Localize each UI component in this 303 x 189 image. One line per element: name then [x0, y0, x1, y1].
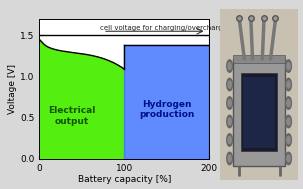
Circle shape: [228, 155, 231, 162]
Text: cell voltage for charging/overcharging: cell voltage for charging/overcharging: [101, 25, 234, 31]
Circle shape: [287, 99, 290, 107]
Bar: [241, 73, 277, 151]
Circle shape: [227, 152, 232, 165]
Circle shape: [228, 136, 231, 143]
Text: Electrical
output: Electrical output: [48, 106, 95, 126]
Bar: [243, 77, 275, 148]
Circle shape: [287, 63, 290, 70]
FancyBboxPatch shape: [233, 59, 285, 166]
Circle shape: [228, 99, 231, 107]
X-axis label: Battery capacity [%]: Battery capacity [%]: [78, 175, 171, 184]
Circle shape: [287, 155, 290, 162]
Circle shape: [287, 136, 290, 143]
Circle shape: [228, 63, 231, 70]
Circle shape: [227, 60, 232, 72]
Circle shape: [227, 115, 232, 128]
Circle shape: [287, 118, 290, 125]
Circle shape: [228, 81, 231, 88]
Circle shape: [286, 78, 291, 91]
Bar: [233, 55, 285, 63]
Circle shape: [227, 97, 232, 109]
Circle shape: [227, 134, 232, 146]
Circle shape: [227, 78, 232, 91]
Circle shape: [286, 134, 291, 146]
Circle shape: [286, 152, 291, 165]
Circle shape: [287, 81, 290, 88]
Circle shape: [228, 118, 231, 125]
Circle shape: [286, 115, 291, 128]
FancyBboxPatch shape: [220, 9, 298, 180]
Y-axis label: Voltage [V]: Voltage [V]: [8, 64, 17, 114]
Text: Hydrogen
production: Hydrogen production: [139, 100, 194, 119]
Circle shape: [286, 60, 291, 72]
Circle shape: [286, 97, 291, 109]
